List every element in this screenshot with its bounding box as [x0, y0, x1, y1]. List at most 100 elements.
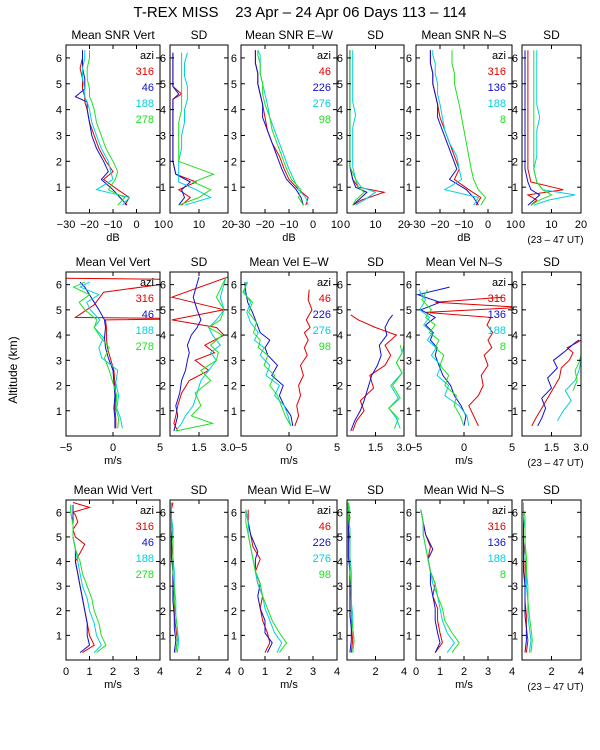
- y-tick-label: 6: [406, 507, 412, 519]
- series-line-188: [175, 276, 227, 432]
- series-line-136: [429, 50, 479, 206]
- y-tick-label: 2: [337, 606, 343, 618]
- y-tick-label: 4: [160, 105, 166, 117]
- x-tick-label: 20: [575, 219, 587, 231]
- y-tick-label: 1: [160, 406, 166, 418]
- series-line-136: [416, 286, 467, 426]
- legend-header: azi: [140, 505, 154, 517]
- legend-entry-46: 46: [319, 521, 331, 533]
- y-tick-label: 4: [231, 557, 237, 569]
- x-tick-label: −30: [57, 219, 76, 231]
- x-tick-label: 0: [461, 442, 467, 454]
- y-tick-label: 5: [160, 305, 166, 317]
- y-tick-label: 6: [512, 507, 518, 519]
- x-tick-label: 10: [154, 219, 166, 231]
- x-tick-label: 4: [225, 666, 231, 678]
- series-line-136: [524, 50, 541, 206]
- panel-wid-5: SD 1 2 3 4 5 6 2 4 (23 – 47 UT): [512, 483, 584, 693]
- series-line-316: [526, 50, 564, 206]
- y-tick-label: 2: [512, 606, 518, 618]
- y-tick-label: 4: [56, 330, 62, 342]
- series-line-46: [74, 50, 128, 206]
- x-tick-label: 0: [63, 666, 69, 678]
- x-tick-label: 1: [86, 666, 92, 678]
- x-tick-label: 5: [509, 442, 515, 454]
- legend-entry-136: 136: [488, 537, 506, 549]
- y-tick-label: 3: [512, 130, 518, 142]
- x-tick-label: 1: [437, 666, 443, 678]
- x-tick-label: 0: [286, 442, 292, 454]
- series-line-8: [523, 502, 533, 653]
- panel-vel-5: SD 1 2 3 4 5 6 1.5 3.0 (23 – 47 UT): [512, 255, 589, 469]
- panel-title: SD: [191, 28, 208, 42]
- x-tick-label: 10: [369, 219, 381, 231]
- legend-entry-8: 8: [500, 569, 506, 581]
- y-tick-label: 1: [512, 182, 518, 194]
- x-tick-label: 20: [222, 219, 234, 231]
- y-tick-label: 4: [231, 330, 237, 342]
- x-tick-label: 0: [238, 666, 244, 678]
- x-tick-label: 10: [331, 219, 343, 231]
- y-tick-label: 5: [512, 79, 518, 91]
- y-tick-label: 3: [160, 355, 166, 367]
- y-tick-label: 4: [56, 105, 62, 117]
- footnote-time-range: (23 – 47 UT): [527, 235, 583, 246]
- y-tick-label: 4: [406, 557, 412, 569]
- x-tick-label: 4: [334, 666, 340, 678]
- x-tick-label: −10: [455, 219, 474, 231]
- y-tick-label: 6: [512, 53, 518, 65]
- y-tick-label: 6: [231, 280, 237, 292]
- x-tick-label: 2: [548, 666, 554, 678]
- legend-entry-276: 276: [313, 98, 331, 110]
- x-tick-label: −5: [410, 442, 423, 454]
- panel-title: Mean Wid Vert: [74, 483, 153, 497]
- legend-entry-316: 316: [488, 521, 506, 533]
- panel-title: SD: [543, 483, 560, 497]
- legend-header: azi: [492, 505, 506, 517]
- y-tick-label: 5: [337, 532, 343, 544]
- y-tick-label: 3: [337, 355, 343, 367]
- legend-entry-46: 46: [142, 82, 154, 94]
- y-tick-label: 5: [406, 79, 412, 91]
- series-line-278: [178, 52, 215, 206]
- x-tick-label: 0: [485, 219, 491, 231]
- series-line-188: [556, 360, 581, 422]
- y-tick-label: 6: [56, 53, 62, 65]
- y-tick-label: 2: [231, 156, 237, 168]
- panel-frame: [169, 271, 229, 437]
- panel-title: SD: [367, 483, 384, 497]
- legend-entry-316: 316: [488, 66, 506, 78]
- series-line-8: [530, 50, 553, 206]
- x-tick-label: 0: [344, 219, 350, 231]
- legend-entry-98: 98: [319, 341, 331, 353]
- y-tick-label: 1: [406, 182, 412, 194]
- panel-snr-5: SD 1 2 3 4 5 6 0 10 20 (23 – 47 UT): [512, 28, 587, 246]
- x-axis-label: dB: [457, 232, 470, 244]
- y-tick-label: 1: [56, 630, 62, 642]
- y-tick-label: 4: [337, 105, 343, 117]
- x-axis-label: m/s: [104, 679, 122, 691]
- series-line-278: [170, 502, 178, 653]
- panel-title: SD: [191, 255, 208, 269]
- footnote-time-range: (23 – 47 UT): [527, 458, 583, 469]
- y-tick-label: 6: [160, 280, 166, 292]
- y-tick-label: 6: [337, 507, 343, 519]
- series-line-226: [350, 314, 393, 432]
- y-tick-label: 3: [406, 130, 412, 142]
- x-axis-label: m/s: [280, 455, 298, 467]
- x-tick-label: 2: [461, 666, 467, 678]
- legend-entry-316: 316: [136, 66, 154, 78]
- series-line-136: [420, 509, 441, 653]
- y-tick-label: 3: [231, 355, 237, 367]
- y-tick-label: 1: [160, 630, 166, 642]
- y-tick-label: 1: [512, 406, 518, 418]
- x-tick-label: 2: [110, 666, 116, 678]
- series-line-226: [254, 50, 304, 206]
- series-line-188: [78, 281, 123, 429]
- x-tick-label: 3.0: [220, 442, 235, 454]
- x-axis-label: m/s: [280, 679, 298, 691]
- x-tick-label: −30: [232, 219, 251, 231]
- x-tick-label: 3: [133, 666, 139, 678]
